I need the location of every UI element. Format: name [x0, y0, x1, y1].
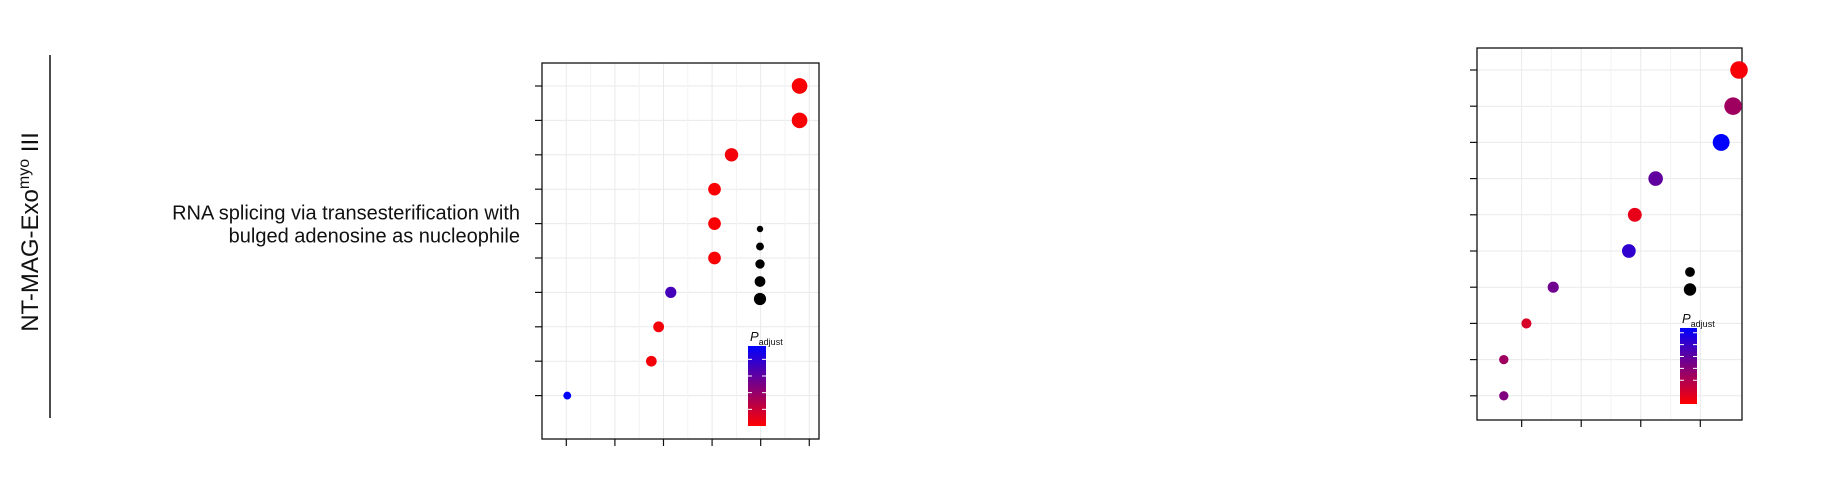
data-point	[1648, 171, 1663, 186]
data-point	[1521, 318, 1532, 329]
color-legend-bar	[1680, 328, 1697, 404]
data-point	[708, 251, 721, 265]
size-legend-dot	[753, 292, 767, 306]
panel-go-up: RNA splicing via transesterification wit…	[172, 62, 820, 446]
data-point	[1627, 207, 1642, 222]
size-legend-dot	[755, 259, 765, 269]
data-point	[791, 112, 808, 129]
plot-frame	[1476, 47, 1743, 421]
data-point	[1712, 133, 1730, 151]
size-legend-dot	[756, 225, 764, 233]
data-point	[1499, 354, 1509, 365]
size-legend-dot	[1683, 283, 1697, 296]
data-point	[1621, 244, 1636, 258]
data-point	[645, 355, 657, 367]
data-point	[563, 391, 572, 400]
plot-frame	[541, 62, 820, 440]
data-point	[724, 148, 739, 162]
category-label: RNA splicing via transesterification wit…	[172, 203, 520, 248]
panel-go-down: Padjust	[1470, 47, 1748, 427]
data-point	[1547, 281, 1559, 293]
data-point	[708, 217, 721, 230]
color-legend-title: Padjust	[1682, 311, 1715, 329]
grid	[542, 63, 819, 439]
data-point	[653, 321, 665, 333]
color-legend-title-main: P	[1682, 311, 1691, 326]
color-legend-title-sub: adjust	[1691, 319, 1716, 329]
data-point	[791, 78, 808, 94]
data-point	[1724, 97, 1742, 115]
color-legend-bar	[748, 346, 766, 426]
side-label: NT-MAG-Exomyo III	[16, 132, 44, 332]
data-point	[708, 182, 721, 196]
color-legend-title: Padjust	[750, 329, 783, 347]
size-legend-dot	[1685, 267, 1695, 277]
color-legend-title-main: P	[750, 329, 759, 344]
data-point	[665, 286, 677, 299]
grid	[1477, 48, 1742, 420]
size-legend-dot	[754, 276, 766, 287]
color-legend-title-sub: adjust	[759, 337, 784, 347]
data-point	[1499, 391, 1509, 401]
size-legend-dot	[756, 242, 764, 251]
data-point	[1730, 61, 1748, 79]
